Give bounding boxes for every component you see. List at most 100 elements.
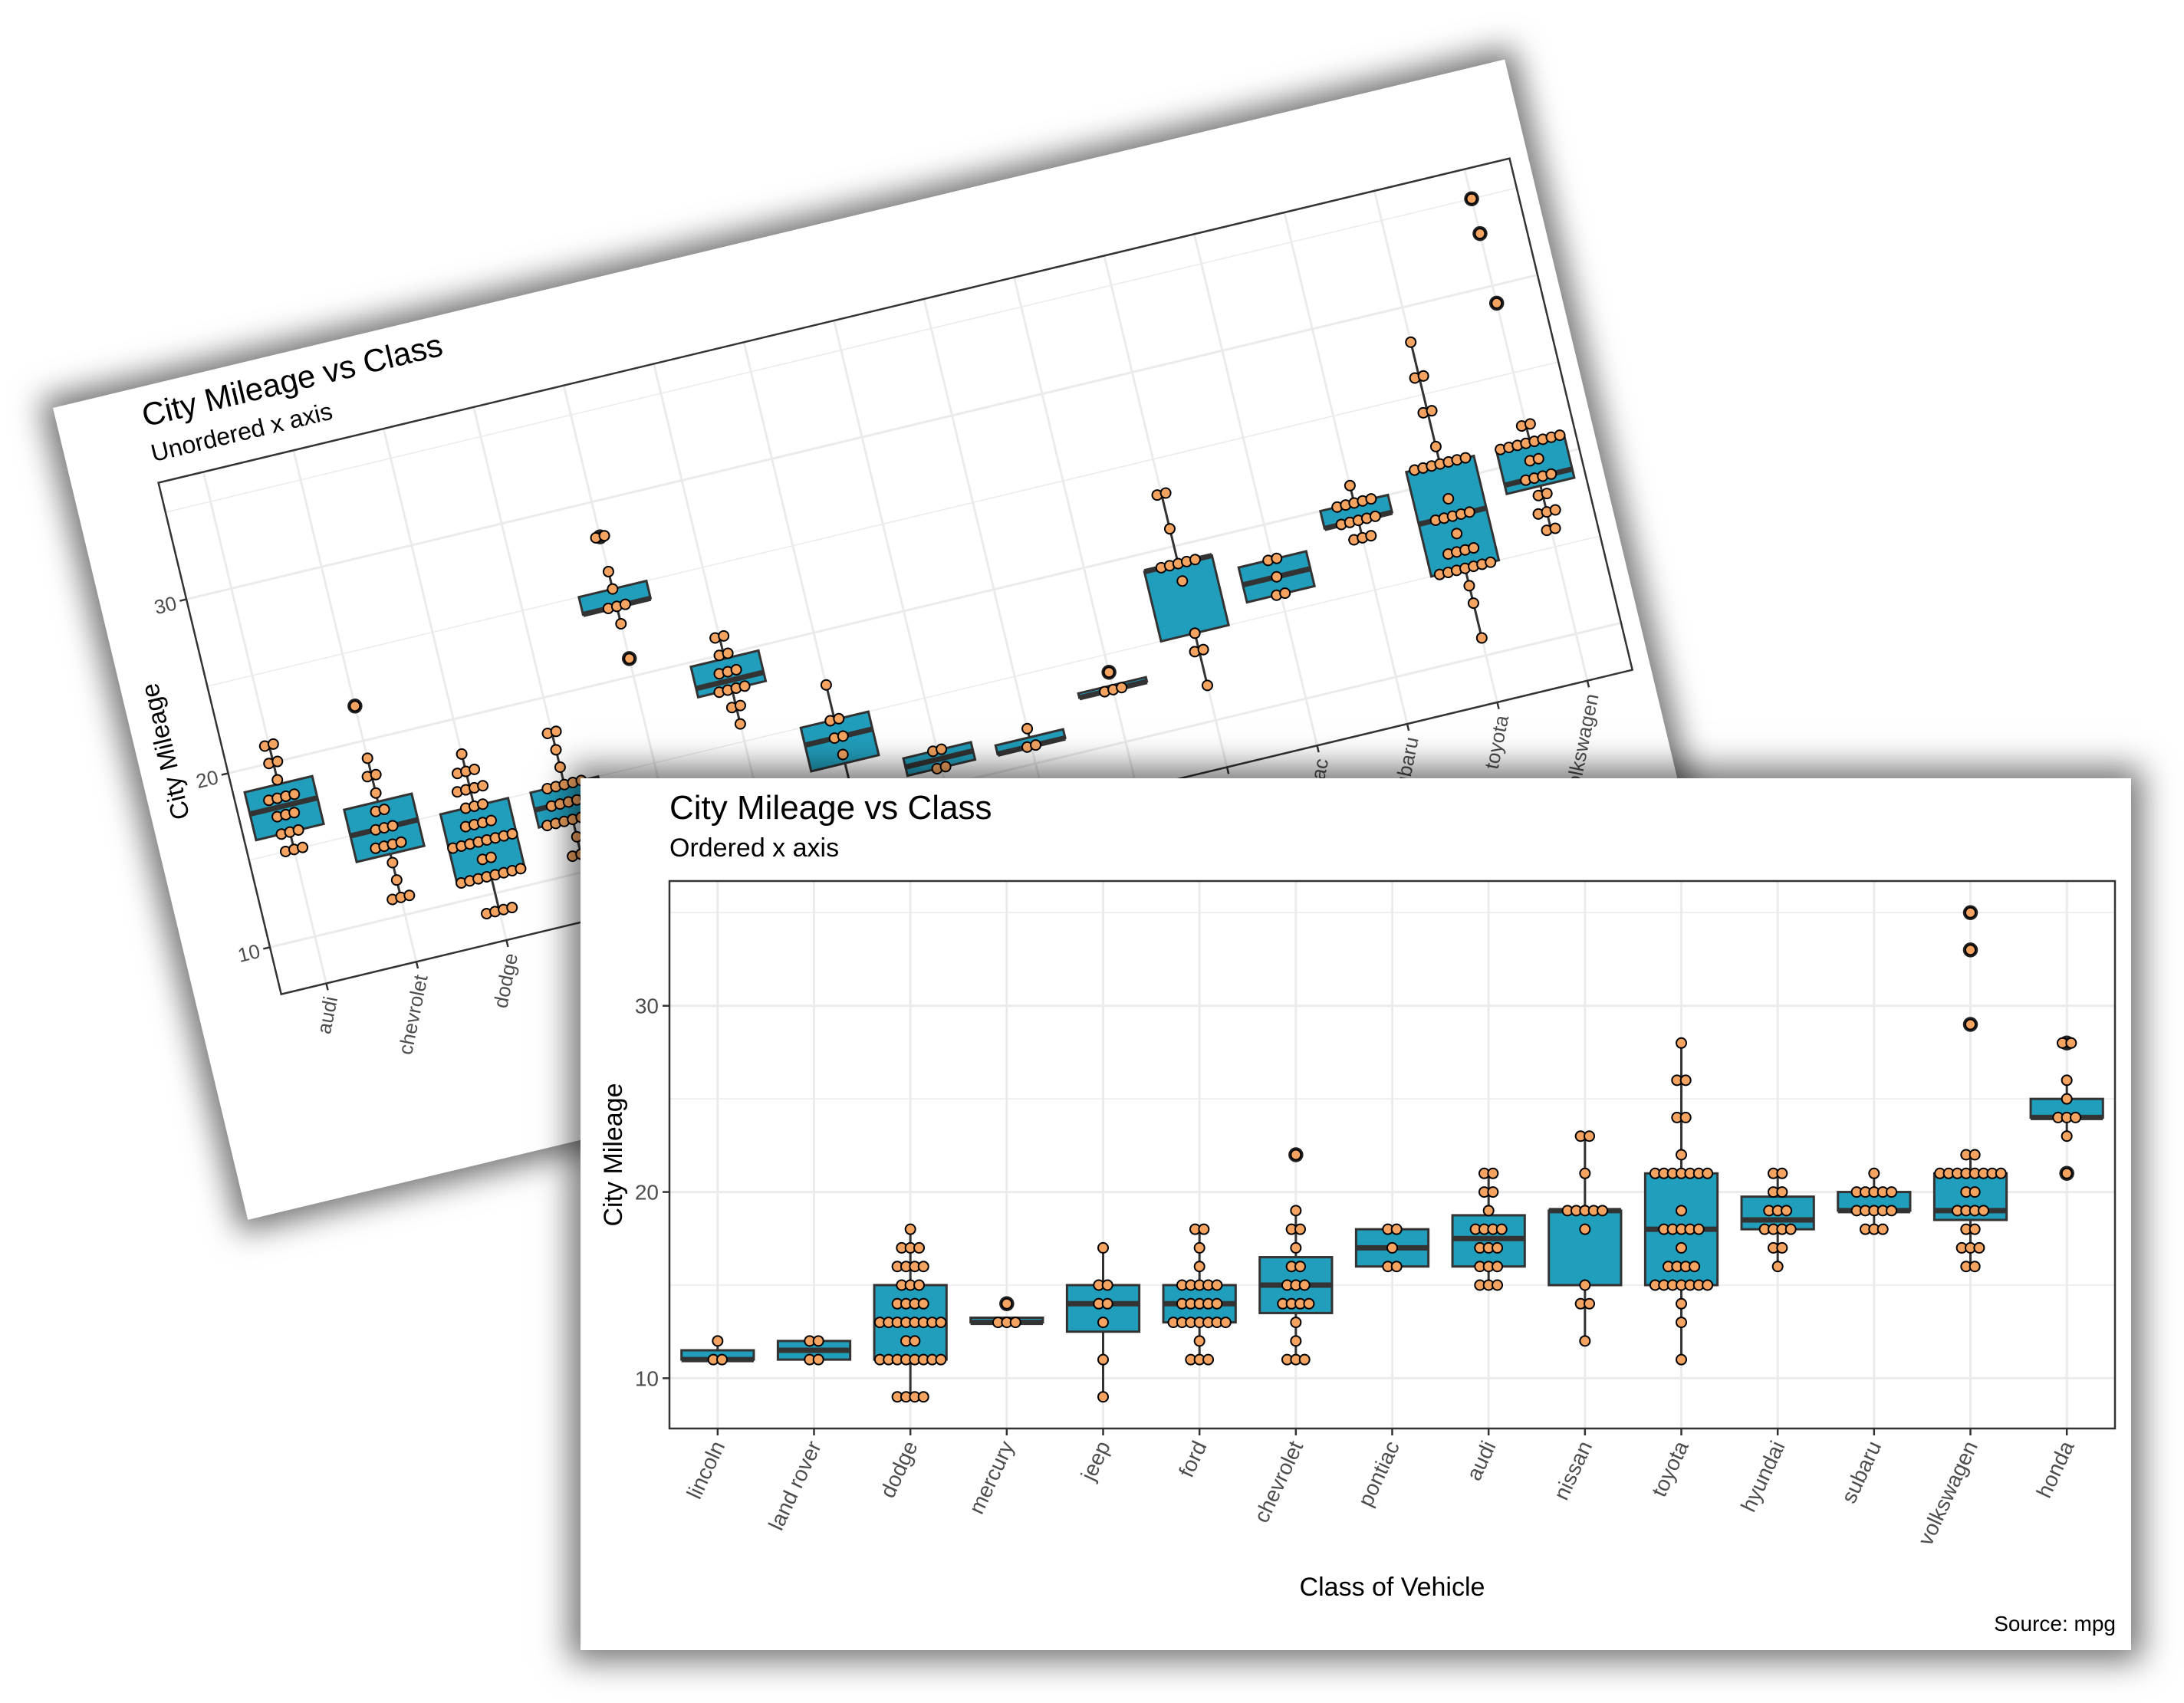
data-point: [2065, 1037, 2077, 1049]
data-point: [1463, 506, 1475, 518]
data-point: [1584, 1130, 1596, 1142]
data-point: [1776, 1241, 1788, 1254]
data-point: [1116, 682, 1128, 694]
data-point: [716, 1353, 729, 1366]
data-point: [1579, 1279, 1591, 1291]
unordered-chart-card: City Mileage vs Class Unordered x axis 1…: [53, 59, 1700, 1220]
data-point: [1211, 1279, 1223, 1291]
data-point: [607, 583, 619, 595]
data-point: [1492, 1261, 1504, 1273]
data-point: [917, 1297, 929, 1310]
x-tick-label: dodge: [876, 1437, 923, 1501]
data-point: [1474, 228, 1486, 240]
data-point: [712, 1335, 724, 1347]
data-point: [1886, 1186, 1898, 1198]
data-point: [913, 1279, 926, 1291]
data-point: [1495, 1223, 1508, 1235]
data-point: [1965, 906, 1976, 919]
data-point: [1193, 1241, 1205, 1254]
x-axis-title: Class of Vehicle: [1300, 1573, 1485, 1602]
chart-caption: Source: mpg: [1994, 1612, 2116, 1636]
data-point: [1978, 1205, 1990, 1217]
data-point: [1482, 1205, 1495, 1217]
x-tick-label: chevrolet: [1249, 1437, 1307, 1526]
data-point: [1465, 192, 1478, 205]
gridline-v: [202, 472, 327, 984]
data-point: [833, 712, 845, 725]
data-point: [1298, 1353, 1311, 1366]
data-point: [1771, 1261, 1784, 1273]
data-point: [1468, 542, 1480, 554]
data-point: [1969, 1186, 1981, 1198]
data-point: [1390, 1261, 1403, 1273]
data-point: [1163, 523, 1176, 535]
data-point: [1776, 1186, 1788, 1198]
x-tick-label: dodge: [488, 951, 522, 1010]
data-point: [1369, 510, 1381, 522]
data-point: [386, 820, 399, 832]
x-tick: [1316, 745, 1320, 753]
data-point: [1103, 666, 1115, 679]
data-point: [1386, 1241, 1398, 1254]
data-point: [515, 863, 527, 875]
data-point: [292, 824, 304, 836]
data-point: [386, 856, 399, 869]
data-point: [1290, 1241, 1302, 1254]
data-point: [917, 1391, 929, 1403]
x-tick: [1406, 723, 1410, 732]
data-point: [2061, 1093, 2073, 1105]
x-tick-label: audi: [1462, 1437, 1500, 1484]
data-point: [1001, 1297, 1013, 1310]
x-tick-label: toyota: [1647, 1437, 1694, 1501]
data-point: [1702, 1279, 1714, 1291]
y-tick: [262, 946, 271, 950]
x-tick-label: volkswagen: [1913, 1437, 1982, 1549]
data-point: [1193, 1335, 1205, 1347]
data-point: [812, 1353, 824, 1366]
data-point: [1201, 679, 1213, 692]
data-point: [1030, 739, 1042, 751]
x-tick: [1225, 767, 1230, 774]
data-point: [734, 718, 746, 730]
data-point: [1426, 405, 1438, 417]
gridline-v: [1013, 277, 1139, 790]
x-tick: [1496, 702, 1500, 709]
data-point: [1545, 468, 1557, 480]
data-point: [1549, 504, 1561, 516]
data-point: [1549, 522, 1561, 534]
data-point: [485, 814, 497, 827]
data-point: [1294, 1223, 1307, 1235]
x-tick-label: mercury: [964, 1437, 1018, 1517]
data-point: [271, 774, 284, 786]
data-point: [1676, 1205, 1687, 1217]
data-point: [1298, 1279, 1311, 1291]
data-point: [1492, 1279, 1504, 1291]
data-point: [615, 618, 627, 630]
data-point: [1279, 587, 1291, 600]
data-point: [1189, 627, 1201, 639]
x-tick: [325, 983, 329, 991]
data-point: [1554, 429, 1566, 442]
data-point: [917, 1261, 929, 1273]
gridline-v: [1283, 212, 1409, 725]
data-point: [602, 565, 614, 577]
data-point: [1290, 1205, 1302, 1217]
y-tick: [221, 772, 229, 776]
data-point: [1417, 370, 1429, 382]
data-point: [1365, 530, 1377, 542]
x-tick-label: honda: [2032, 1437, 2079, 1501]
data-point: [718, 630, 730, 642]
data-point: [1475, 632, 1488, 644]
data-point: [1597, 1205, 1609, 1217]
y-tick-label: 20: [194, 765, 221, 793]
data-point: [623, 653, 636, 665]
data-point: [1676, 1317, 1687, 1329]
data-point: [1784, 1223, 1797, 1235]
data-point: [1303, 1297, 1315, 1310]
data-point: [1886, 1205, 1898, 1217]
data-point: [456, 748, 468, 760]
data-point: [288, 788, 301, 801]
data-point: [1101, 1279, 1113, 1291]
data-point: [361, 752, 373, 764]
data-point: [1969, 1261, 1981, 1273]
